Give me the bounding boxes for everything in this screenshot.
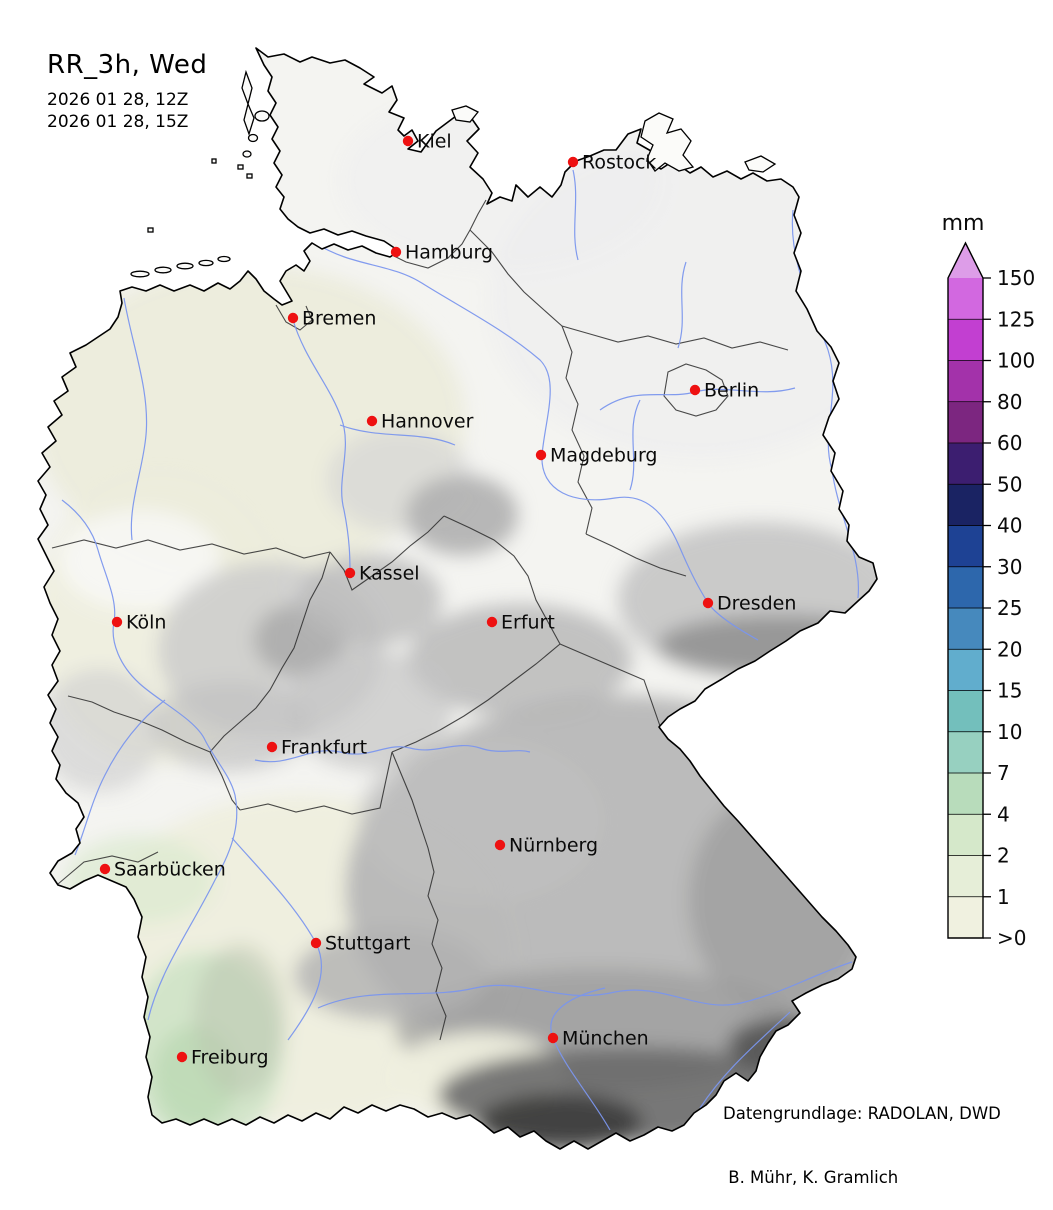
colorbar-segment [948, 525, 983, 568]
colorbar-tick-label: 80 [997, 390, 1022, 414]
colorbar-tick-label: 150 [997, 266, 1035, 290]
city-markers-layer: Kiel Rostock Hamburg Bremen Berlin Hannover Ma… [99, 131, 796, 1069]
end-time: 2026 01 28, 15Z [47, 111, 189, 132]
precipitation-shading-layer [38, 90, 877, 1149]
colorbar-tick-label: 15 [997, 679, 1022, 703]
city-marker [486, 616, 498, 628]
city-label: Saarbücken [114, 859, 226, 881]
city-label: Rostock [582, 152, 656, 174]
colorbar-tick-label: 20 [997, 637, 1022, 661]
colorbar-tick-label: 100 [997, 349, 1035, 373]
city-marker [535, 449, 547, 461]
colorbar-segment [948, 360, 983, 403]
city-marker [176, 1051, 188, 1063]
city-marker [310, 937, 322, 949]
colorbar-segment [948, 773, 983, 815]
city-marker [366, 415, 378, 427]
city-marker [266, 741, 278, 753]
state-borders [51, 199, 789, 1041]
colorbar-segment [948, 401, 983, 444]
colorbar-tick-label: 2 [997, 844, 1010, 868]
germany-precipitation-map: Kiel Rostock Hamburg Bremen Berlin Hannover Ma… [37, 47, 1035, 1150]
colorbar-tick-label: 60 [997, 431, 1022, 455]
colorbar-segment [948, 319, 983, 361]
colorbar-tick-label: >0 [997, 926, 1026, 950]
title-block: RR_3h, Wed 2026 01 28, 12Z 2026 01 28, 1… [47, 50, 207, 134]
colorbar-segment [948, 608, 983, 650]
start-time: 2026 01 28, 12Z [47, 90, 189, 110]
city-label: Kiel [417, 131, 452, 153]
city-label: Köln [126, 612, 166, 634]
colorbar-tick-label: 25 [997, 596, 1022, 620]
colorbar-segment [948, 896, 983, 939]
colorbar-tick-label: 125 [997, 307, 1035, 331]
city-marker [344, 567, 356, 579]
colorbar-unit-label: mm [942, 211, 985, 236]
city-label: Kassel [359, 563, 420, 585]
colorbar-segment [948, 484, 983, 526]
colorbar-segment [948, 566, 983, 609]
colorbar-tick-label: 4 [997, 802, 1010, 826]
colorbar-tick-label: 10 [997, 720, 1022, 744]
attribution-authors: B. Mühr, K. Gramlich [723, 1168, 899, 1188]
city-marker [547, 1032, 559, 1044]
valid-time-range: 2026 01 28, 12Z 2026 01 28, 15Z [47, 90, 207, 134]
city-marker [702, 597, 714, 609]
colorbar-segment [948, 649, 983, 691]
colorbar-segment [948, 690, 983, 733]
colorbar-segment [948, 814, 983, 856]
colorbar-tick-label: 30 [997, 555, 1022, 579]
map-title: RR_3h, Wed [47, 50, 208, 80]
city-marker [494, 839, 506, 851]
colorbar-outline [947, 241, 984, 939]
city-marker [689, 384, 701, 396]
city-label: Erfurt [501, 612, 555, 634]
city-label: Hamburg [405, 242, 493, 264]
city-marker [402, 135, 414, 147]
city-marker [287, 312, 299, 324]
city-label: Nürnberg [509, 835, 598, 857]
city-label: Magdeburg [550, 445, 658, 467]
islands [130, 69, 777, 278]
city-label: Freiburg [191, 1047, 269, 1069]
colorbar-tick-label: 40 [997, 514, 1022, 538]
attribution: Datengrundlage: RADOLAN, DWD B. Mühr, K.… [723, 1060, 1001, 1210]
city-marker [567, 156, 579, 168]
city-label: Berlin [704, 380, 759, 402]
city-marker [111, 616, 123, 628]
colorbar-tick-label: 50 [997, 472, 1022, 496]
colorbar: >0 1 2 4 7 10 15 20 25 30 40 50 60 80 100 125 150 [947, 241, 1035, 950]
colorbar-segment [948, 278, 983, 320]
city-marker [390, 246, 402, 258]
colorbar-segment [948, 731, 983, 774]
colorbar-tick-label: 1 [997, 885, 1010, 909]
city-label: Stuttgart [325, 933, 410, 955]
colorbar-segment [948, 443, 983, 485]
attribution-source: Datengrundlage: RADOLAN, DWD [723, 1103, 1001, 1123]
colorbar-segment [948, 855, 983, 898]
city-label: Dresden [717, 593, 796, 615]
city-label: Bremen [302, 308, 376, 330]
city-label: Frankfurt [281, 737, 367, 759]
colorbar-tick-label: 7 [997, 761, 1010, 785]
city-marker [99, 863, 111, 875]
city-label: Hannover [381, 411, 474, 433]
colorbar-over-arrow [948, 243, 983, 278]
city-label: München [562, 1028, 649, 1050]
